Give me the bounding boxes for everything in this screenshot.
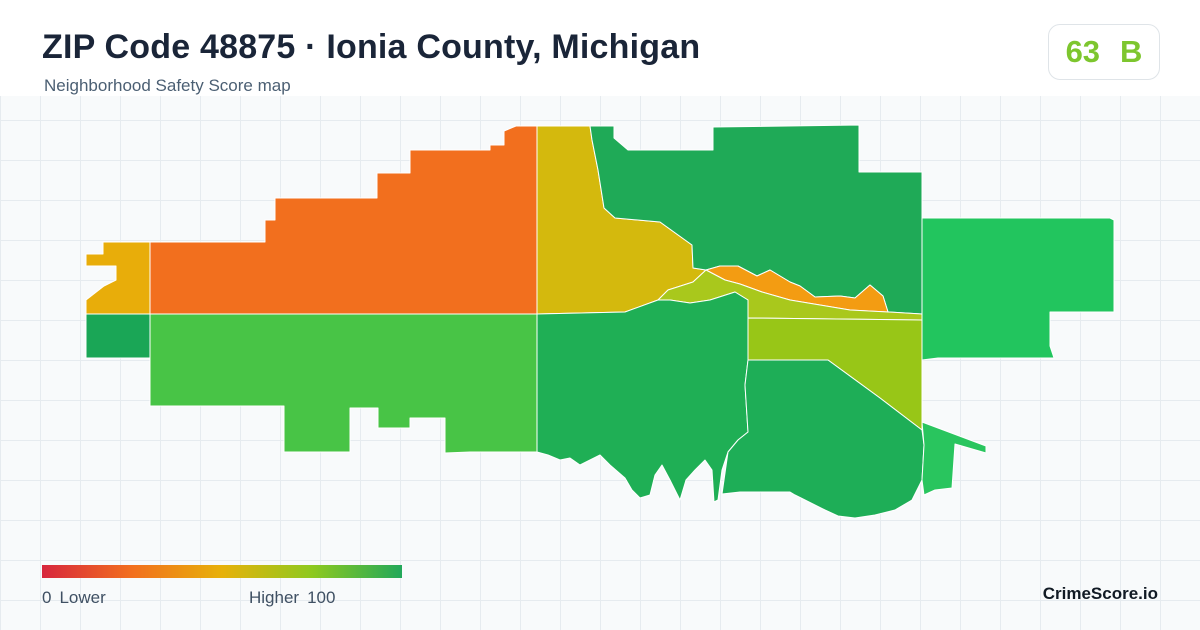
page-subtitle: Neighborhood Safety Score map xyxy=(44,76,291,95)
region-east[interactable] xyxy=(921,217,1115,361)
score-badge: 63 B xyxy=(1048,24,1160,80)
region-northwest-west[interactable] xyxy=(149,125,538,315)
legend-max: 100 xyxy=(307,588,336,607)
header: ZIP Code 48875 · Ionia County, Michigan … xyxy=(0,0,1200,96)
region-southeast-tip[interactable] xyxy=(921,421,987,496)
legend-max-label: Higher xyxy=(249,588,300,607)
page-title: ZIP Code 48875 · Ionia County, Michigan xyxy=(42,28,701,66)
brand-logo-text: CrimeScore.io xyxy=(1042,584,1158,603)
region-far-west-south[interactable] xyxy=(85,313,151,359)
region-far-west-north[interactable] xyxy=(85,241,151,315)
region-southwest[interactable] xyxy=(149,313,538,454)
legend-min: 0 xyxy=(42,588,52,607)
score-grade: B xyxy=(1120,34,1143,69)
legend-high: Higher 100 xyxy=(249,588,335,608)
legend-low: 0 Lower xyxy=(42,588,114,608)
score-value: 63 xyxy=(1065,34,1101,69)
region-south-center[interactable] xyxy=(536,291,749,503)
legend-min-label: Lower xyxy=(59,588,106,607)
legend-color-bar xyxy=(42,565,402,578)
